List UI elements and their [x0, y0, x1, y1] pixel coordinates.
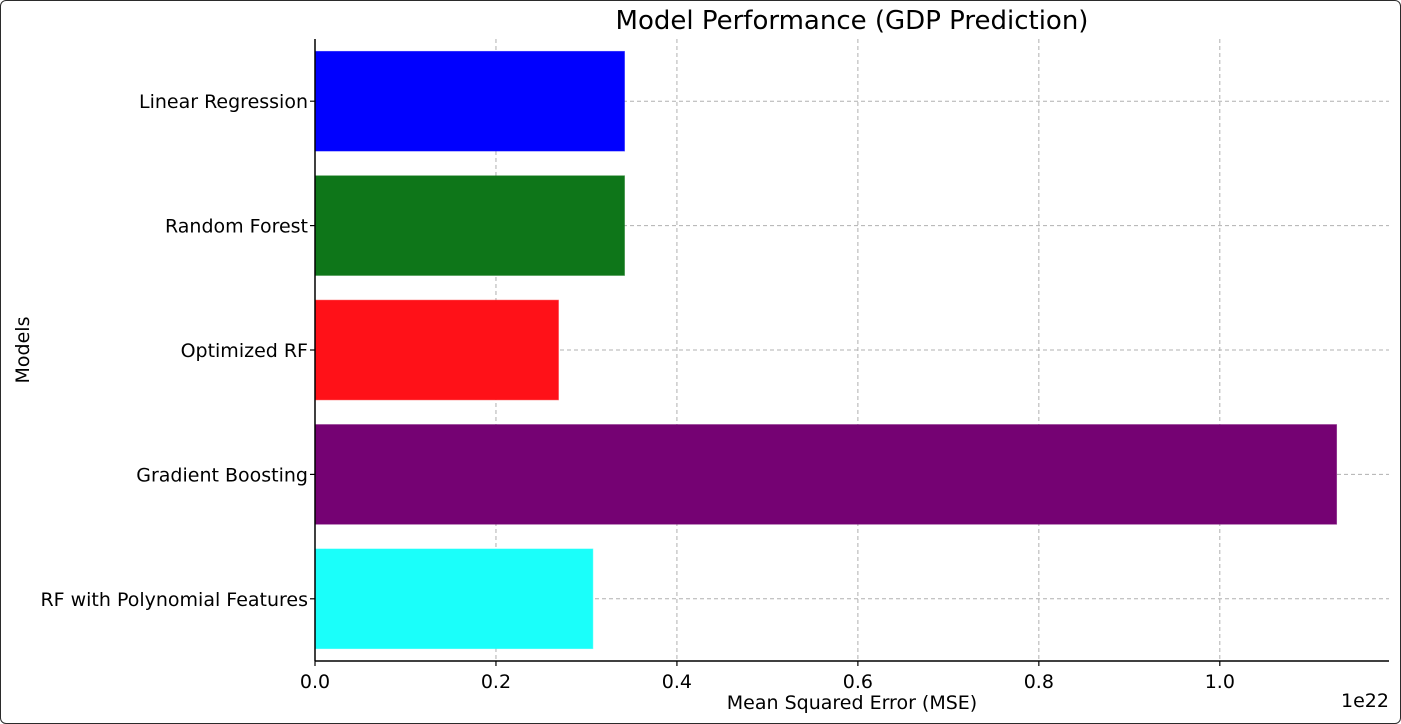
bar [314, 424, 1338, 525]
bar [314, 299, 559, 401]
y-tick-label: Gradient Boosting [136, 464, 308, 486]
chart-title: Model Performance (GDP Prediction) [616, 6, 1089, 36]
bar [314, 50, 625, 152]
x-tick-label: 0.6 [843, 671, 873, 693]
x-tick-label: 0.0 [300, 671, 330, 693]
y-axis-title: Models [12, 317, 34, 384]
bars [314, 50, 1338, 650]
y-tick-label: Linear Regression [139, 91, 308, 113]
y-tick-label: Optimized RF [181, 340, 308, 362]
ticks: 0.0 0.2 0.4 0.6 0.8 1.0 Linear Regression Rando… [40, 91, 1234, 693]
x-tick-label: 0.2 [481, 671, 511, 693]
x-axis-offset-label: 1e22 [1341, 690, 1389, 712]
x-tick-label: 0.8 [1024, 671, 1054, 693]
bar [314, 548, 594, 650]
y-tick-label: RF with Polynomial Features [40, 589, 308, 611]
x-tick-label: 0.4 [662, 671, 692, 693]
x-tick-label: 1.0 [1205, 671, 1235, 693]
x-axis-title: Mean Squared Error (MSE) [727, 692, 977, 714]
bar [314, 175, 625, 276]
y-tick-label: Random Forest [165, 216, 308, 238]
